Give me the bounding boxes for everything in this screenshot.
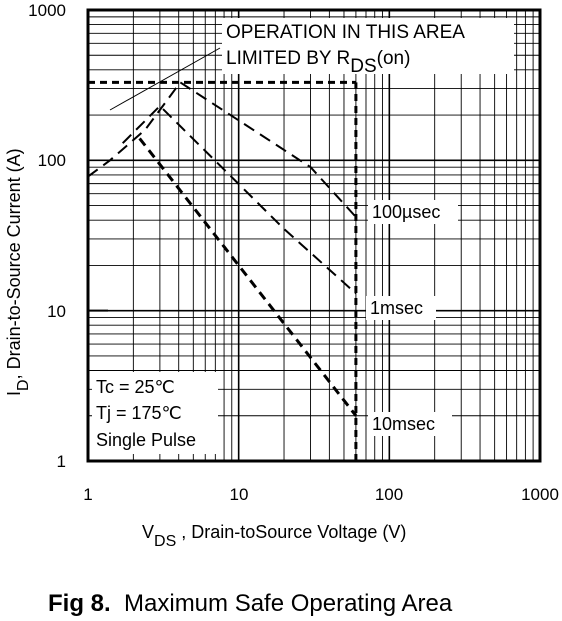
plot-frame [86,8,542,463]
condition-pulse: Single Pulse [96,430,196,450]
y-axis-label-rest: , Drain-to-Source Current (A) [4,148,24,379]
x-tick-1: 1 [83,485,92,504]
series-line-10msec [138,137,358,417]
x-axis-label-rest: , Drain-toSource Voltage (V) [176,522,406,542]
series-line-1msec [121,104,357,295]
series-line-100usec [87,81,357,218]
y-axis-label-main: I [4,391,24,396]
condition-tc: Tc = 25℃ [96,377,175,397]
annotation-rds-sub: DS [350,56,376,77]
figure-number: Fig 8. [48,590,111,617]
annotation-rds-suffix: (on) [377,48,411,69]
x-axis-label-sub: DS [154,533,176,550]
label-bg-10msec [368,412,452,436]
label-bg-1msec [366,296,436,320]
grid-major [88,10,540,461]
series-label-10msec: 10msec [372,414,435,434]
conditions-background [92,372,218,454]
series-lines [87,80,358,461]
x-tick-100: 100 [375,485,403,504]
y-tick-100: 100 [38,151,66,170]
annotation-pointer [109,47,221,111]
y-tick-1000: 1000 [28,1,66,20]
x-axis-label-main: V [142,522,154,542]
condition-tj: Tj = 175℃ [96,403,182,423]
annotation-line2: LIMITED BY RDS(on) [226,48,410,77]
series-label-100usec: 100µsec [372,202,440,222]
x-tick-1000: 1000 [521,485,559,504]
figure-caption: Fig 8. Maximum Safe Operating Area [48,590,452,618]
soa-chart: 1 10 100 1000 1 10 100 1000 OPERATION IN… [4,1,559,550]
y-tick-1: 1 [57,452,66,471]
annotation-line2-prefix: LIMITED BY R [226,48,350,69]
y-axis-label-sub: D [15,379,32,391]
series-label-1msec: 1msec [370,298,423,318]
x-axis-label: VDS , Drain-toSource Voltage (V) [142,522,406,550]
annotation-line1: OPERATION IN THIS AREA [226,22,465,43]
y-axis-label: ID, Drain-to-Source Current (A) [4,148,32,396]
label-bg-100usec [368,200,458,224]
annotation-background [222,18,514,74]
figure-title: Maximum Safe Operating Area [124,590,453,617]
y-tick-10: 10 [47,302,66,321]
x-tick-10: 10 [230,485,249,504]
